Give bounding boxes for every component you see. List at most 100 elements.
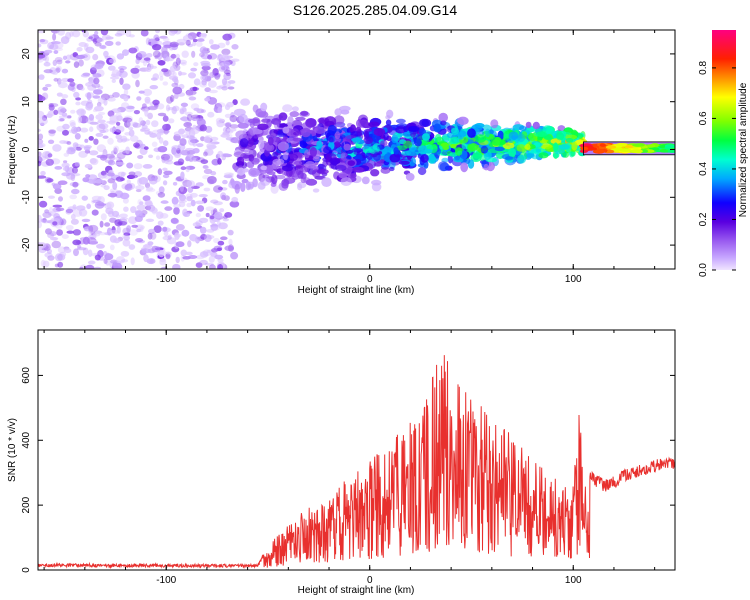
heatmap-cell bbox=[44, 55, 50, 63]
heatmap-cell bbox=[438, 112, 449, 123]
heatmap-cell bbox=[162, 140, 169, 147]
heatmap-cell bbox=[105, 153, 115, 159]
heatmap-cell bbox=[94, 179, 104, 184]
heatmap-cell bbox=[84, 138, 89, 143]
heatmap-cell bbox=[135, 58, 140, 65]
heatmap-cell bbox=[214, 72, 221, 80]
heatmap-cell bbox=[172, 263, 181, 269]
heatmap-cell bbox=[190, 114, 201, 119]
heatmap-cell bbox=[170, 94, 175, 102]
heatmap-cell bbox=[120, 135, 128, 143]
heatmap-cell bbox=[158, 137, 164, 144]
heatmap-cell bbox=[88, 114, 95, 121]
heatmap-cell bbox=[153, 225, 162, 234]
heatmap-cell bbox=[78, 150, 88, 158]
heatmap-cell bbox=[207, 111, 215, 118]
heatmap-cell bbox=[83, 146, 91, 151]
heatmap-cell bbox=[115, 256, 126, 264]
heatmap-cell bbox=[210, 226, 221, 231]
heatmap-cell bbox=[494, 146, 505, 152]
heatmap-cell bbox=[128, 129, 135, 137]
heatmap-cell bbox=[190, 127, 200, 135]
heatmap-cell bbox=[230, 58, 240, 62]
heatmap-cell bbox=[209, 264, 216, 269]
heatmap-cell bbox=[238, 113, 248, 123]
heatmap-cell bbox=[219, 54, 228, 61]
heatmap-cell bbox=[297, 183, 303, 191]
heatmap-cell bbox=[162, 37, 170, 42]
heatmap-cell bbox=[56, 59, 63, 65]
heatmap-cell bbox=[175, 57, 181, 66]
heatmap-cell bbox=[93, 138, 99, 145]
heatmap-cell bbox=[56, 229, 63, 236]
heatmap-cell bbox=[187, 240, 192, 248]
heatmap-cell bbox=[38, 110, 45, 119]
heatmap-cell bbox=[439, 162, 450, 172]
heatmap-cell bbox=[218, 65, 227, 72]
heatmap-cell bbox=[89, 239, 99, 245]
heatmap-cell bbox=[193, 78, 201, 86]
heatmap-cell bbox=[185, 147, 195, 151]
heatmap-cell bbox=[204, 262, 214, 266]
heatmap-cell bbox=[385, 119, 392, 126]
heatmap-cell bbox=[175, 256, 180, 264]
heatmap-cell bbox=[122, 49, 129, 56]
x-tick-label: 0 bbox=[367, 575, 373, 586]
heatmap-cell bbox=[107, 210, 115, 218]
heatmap-cell bbox=[199, 226, 207, 234]
heatmap-cell bbox=[53, 50, 59, 54]
heatmap-cell bbox=[164, 206, 173, 211]
heatmap-cell bbox=[120, 250, 130, 257]
heatmap-cell bbox=[73, 61, 80, 68]
heatmap-cell bbox=[92, 38, 98, 44]
heatmap-cell bbox=[59, 251, 67, 257]
heatmap-cell bbox=[233, 151, 245, 158]
heatmap-cell bbox=[92, 232, 101, 237]
heatmap-cell bbox=[150, 232, 157, 240]
spectrogram-xlabel: Height of straight line (km) bbox=[298, 285, 415, 296]
heatmap-cell bbox=[151, 120, 159, 128]
heatmap-cell bbox=[274, 174, 286, 180]
heatmap-cell bbox=[49, 231, 57, 237]
heatmap-cell bbox=[87, 260, 96, 265]
heatmap-cell bbox=[94, 254, 101, 261]
heatmap-cell bbox=[316, 168, 329, 175]
heatmap-cell bbox=[116, 152, 126, 160]
heatmap-cell bbox=[112, 92, 120, 98]
heatmap-cell bbox=[186, 90, 194, 98]
heatmap-cell bbox=[138, 117, 144, 124]
heatmap-cell bbox=[619, 148, 632, 152]
heatmap-cell bbox=[94, 63, 104, 70]
heatmap-cell bbox=[420, 154, 429, 163]
heatmap-cell bbox=[111, 79, 117, 83]
heatmap-cell bbox=[109, 244, 115, 251]
heatmap-cell bbox=[38, 43, 42, 48]
heatmap-cell bbox=[198, 194, 208, 198]
heatmap-cell bbox=[208, 89, 218, 94]
heatmap-cell bbox=[457, 116, 469, 126]
heatmap-cell bbox=[57, 180, 68, 185]
heatmap-cell bbox=[38, 156, 43, 164]
heatmap-cell bbox=[373, 127, 386, 137]
heatmap-cell bbox=[203, 136, 211, 144]
heatmap-cell bbox=[217, 240, 225, 246]
heatmap-cell bbox=[314, 126, 326, 134]
heatmap-cell bbox=[303, 177, 311, 184]
heatmap-cell bbox=[39, 200, 48, 208]
heatmap-cell bbox=[81, 218, 91, 223]
heatmap-cell bbox=[151, 141, 158, 148]
heatmap-cell bbox=[94, 30, 99, 36]
heatmap-cell bbox=[75, 54, 86, 60]
heatmap-cell bbox=[174, 232, 180, 240]
heatmap-cell bbox=[123, 88, 129, 96]
heatmap-cell bbox=[172, 181, 178, 186]
heatmap-cell bbox=[396, 118, 406, 124]
heatmap-cell bbox=[126, 179, 131, 185]
heatmap-cell bbox=[419, 118, 432, 128]
heatmap-cell bbox=[192, 38, 198, 43]
heatmap-cell bbox=[94, 201, 105, 209]
heatmap-cell bbox=[74, 162, 80, 167]
heatmap-cell bbox=[187, 255, 198, 259]
heatmap-cell bbox=[40, 259, 46, 267]
